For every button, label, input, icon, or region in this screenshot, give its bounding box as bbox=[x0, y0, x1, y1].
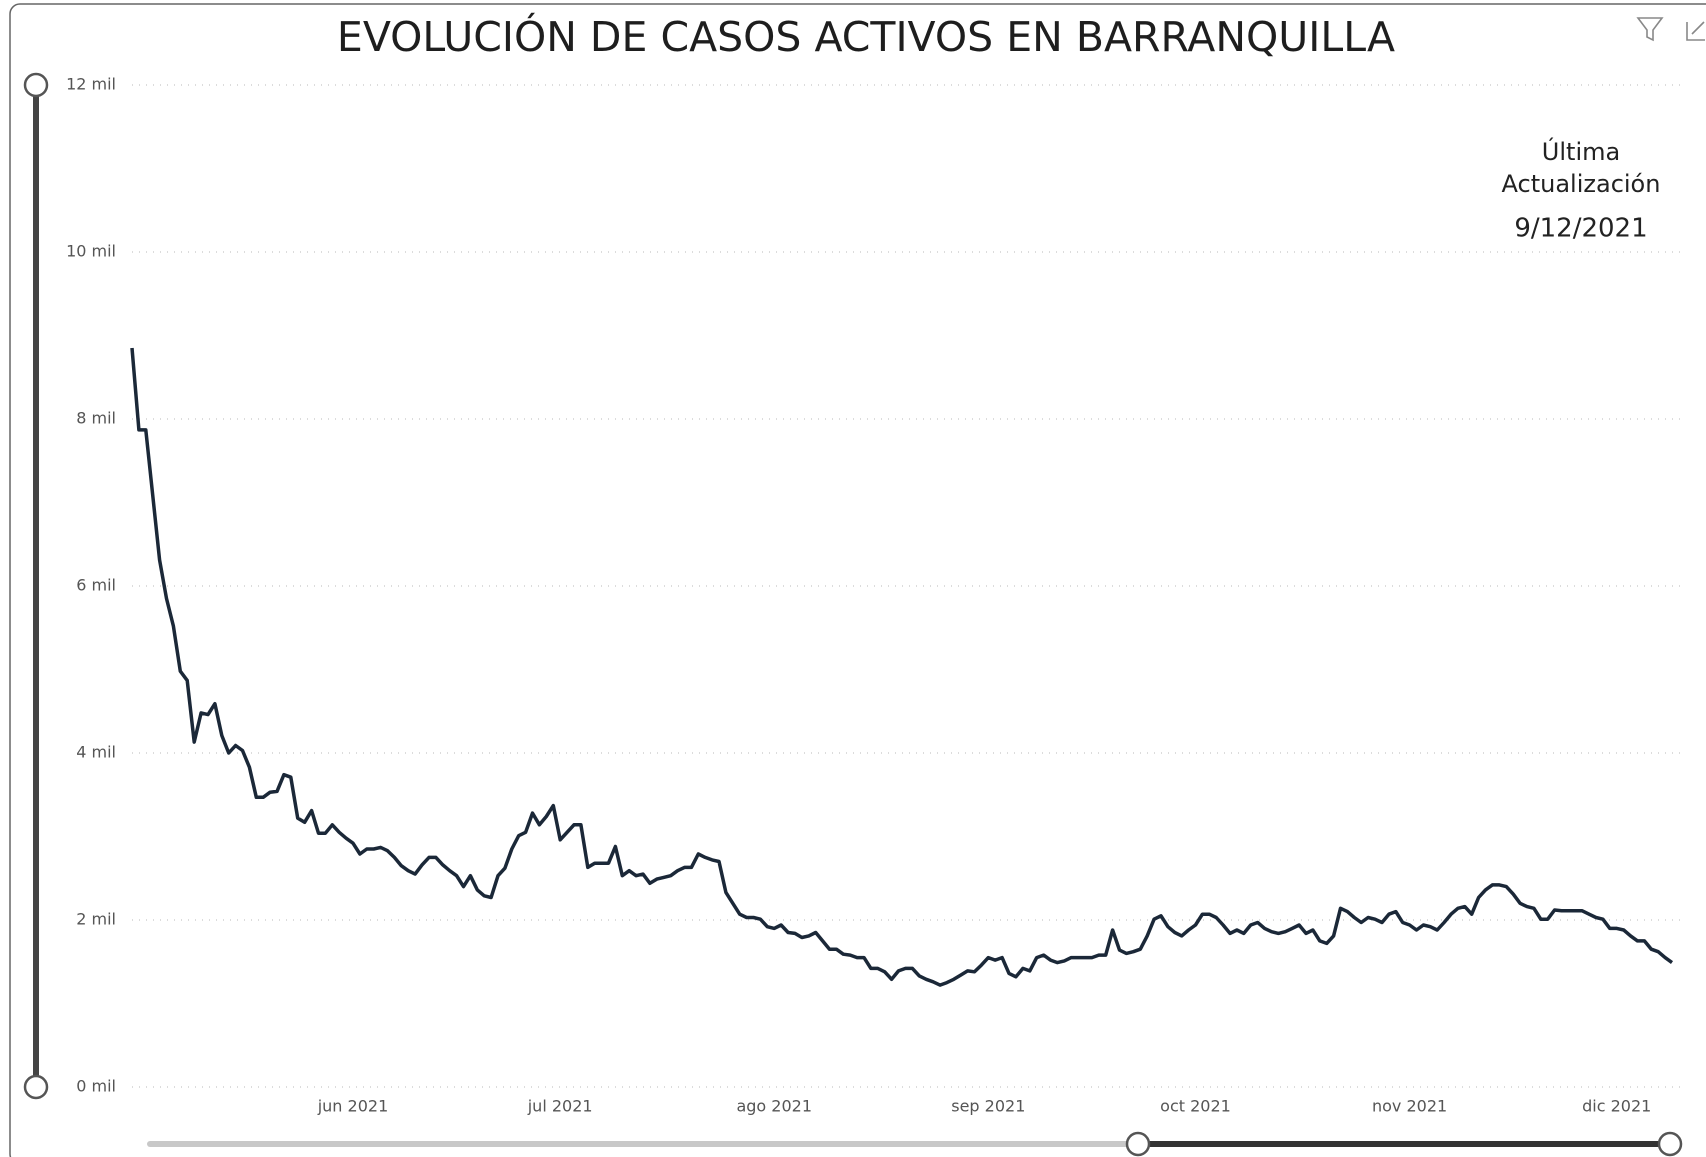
annotation: Última bbox=[1542, 136, 1620, 166]
x-tick-label: nov 2021 bbox=[1372, 1097, 1447, 1116]
x-range-slider[interactable] bbox=[147, 1131, 1683, 1157]
y-tick-label: 2 mil bbox=[76, 910, 116, 929]
y-tick-label: 10 mil bbox=[66, 242, 116, 261]
chart-title: EVOLUCIÓN DE CASOS ACTIVOS EN BARRANQUIL… bbox=[337, 13, 1395, 61]
x-tick-label: ago 2021 bbox=[736, 1097, 812, 1116]
x-tick-label: sep 2021 bbox=[951, 1097, 1025, 1116]
x-tick-label: jun 2021 bbox=[317, 1097, 389, 1116]
focus-icon[interactable] bbox=[1686, 21, 1705, 41]
y-tick-label: 12 mil bbox=[66, 75, 116, 94]
annotation: 9/12/2021 bbox=[1514, 214, 1647, 244]
data-line bbox=[130, 347, 1674, 987]
filter-icon[interactable] bbox=[1636, 17, 1664, 42]
y-tick-label: 8 mil bbox=[76, 409, 116, 428]
x-tick-label: oct 2021 bbox=[1160, 1097, 1231, 1116]
y-range-slider[interactable] bbox=[23, 72, 49, 1100]
x-tick-label: jul 2021 bbox=[527, 1097, 593, 1116]
x-tick-label: dic 2021 bbox=[1582, 1097, 1651, 1116]
annotation: Actualización bbox=[1502, 170, 1661, 198]
y-tick-label: 4 mil bbox=[76, 743, 116, 762]
visual-frame bbox=[9, 3, 1706, 1157]
y-tick-label: 6 mil bbox=[76, 576, 116, 595]
y-tick-label: 0 mil bbox=[76, 1077, 116, 1096]
